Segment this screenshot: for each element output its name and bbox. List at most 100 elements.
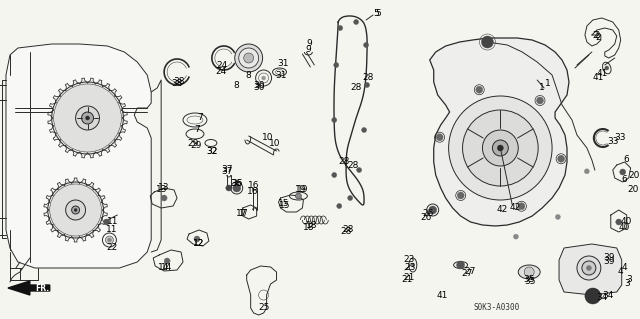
Text: 1: 1 — [540, 83, 545, 92]
Polygon shape — [559, 244, 621, 295]
Circle shape — [582, 261, 596, 275]
Text: 33: 33 — [615, 133, 627, 143]
Text: 12: 12 — [193, 239, 205, 248]
Text: 3: 3 — [624, 279, 630, 288]
Text: 10: 10 — [269, 138, 280, 147]
Circle shape — [244, 53, 253, 63]
Circle shape — [226, 185, 232, 191]
Circle shape — [338, 26, 342, 31]
Circle shape — [106, 236, 113, 244]
Circle shape — [463, 110, 538, 186]
Text: 11: 11 — [107, 218, 118, 226]
Text: 9: 9 — [305, 46, 311, 55]
Text: 26: 26 — [420, 213, 431, 222]
Text: 34: 34 — [596, 293, 607, 302]
Circle shape — [108, 238, 111, 242]
Text: 4: 4 — [621, 263, 627, 272]
Text: 21: 21 — [401, 276, 413, 285]
Text: 28: 28 — [342, 226, 354, 234]
Text: 40: 40 — [619, 224, 630, 233]
Circle shape — [332, 173, 337, 177]
Circle shape — [449, 96, 552, 200]
Text: 17: 17 — [236, 210, 248, 219]
Circle shape — [364, 42, 369, 48]
Text: 11: 11 — [106, 226, 117, 234]
Text: 21: 21 — [403, 273, 415, 283]
Circle shape — [587, 290, 599, 302]
Text: 14: 14 — [161, 263, 173, 272]
Circle shape — [497, 145, 503, 151]
Circle shape — [605, 66, 609, 70]
Circle shape — [333, 63, 339, 68]
Text: 2: 2 — [594, 32, 600, 41]
Text: FR.: FR. — [35, 284, 49, 293]
Circle shape — [362, 128, 367, 132]
Text: 20: 20 — [627, 184, 638, 194]
Text: 33: 33 — [607, 137, 618, 146]
Text: 42: 42 — [509, 204, 521, 212]
Text: 35: 35 — [524, 278, 536, 286]
Text: 32: 32 — [206, 147, 218, 157]
Circle shape — [457, 192, 464, 199]
Circle shape — [354, 19, 358, 25]
Circle shape — [429, 206, 436, 214]
Text: 24: 24 — [215, 68, 227, 77]
Circle shape — [235, 44, 262, 72]
Circle shape — [584, 169, 589, 174]
Circle shape — [365, 83, 369, 87]
Circle shape — [585, 288, 601, 304]
Text: 5: 5 — [373, 10, 379, 19]
Circle shape — [74, 209, 77, 211]
Circle shape — [332, 117, 337, 122]
Ellipse shape — [518, 265, 540, 279]
Circle shape — [557, 155, 564, 162]
Text: 26: 26 — [422, 209, 433, 218]
Text: 37: 37 — [221, 167, 232, 176]
Text: 5: 5 — [375, 9, 381, 18]
Text: 16: 16 — [247, 188, 259, 197]
Circle shape — [411, 263, 415, 267]
Text: 20: 20 — [628, 170, 639, 180]
Circle shape — [492, 140, 508, 156]
Text: 13: 13 — [158, 182, 170, 191]
Circle shape — [72, 206, 79, 214]
Text: 3: 3 — [627, 276, 632, 285]
Text: 14: 14 — [159, 263, 170, 272]
Circle shape — [518, 203, 525, 210]
Text: 19: 19 — [294, 186, 306, 195]
Text: 28: 28 — [340, 227, 352, 236]
Circle shape — [194, 236, 200, 242]
Text: 25: 25 — [258, 303, 269, 313]
Text: 31: 31 — [276, 71, 287, 80]
Circle shape — [86, 116, 90, 120]
Text: 18: 18 — [306, 221, 317, 231]
Circle shape — [164, 258, 170, 264]
Text: 9: 9 — [307, 40, 312, 48]
Text: 16: 16 — [248, 181, 259, 189]
Circle shape — [524, 267, 534, 277]
Text: 27: 27 — [462, 269, 473, 278]
Text: 10: 10 — [262, 133, 273, 143]
Text: 23: 23 — [404, 263, 415, 272]
Polygon shape — [6, 44, 151, 268]
Text: S0K3-A0300: S0K3-A0300 — [474, 302, 520, 311]
Text: 2: 2 — [592, 32, 598, 41]
Text: 12: 12 — [193, 239, 205, 248]
Text: 34: 34 — [602, 292, 613, 300]
Circle shape — [296, 193, 301, 199]
Circle shape — [348, 196, 353, 201]
Circle shape — [76, 106, 99, 130]
Text: 32: 32 — [206, 146, 218, 155]
Text: 13: 13 — [156, 186, 168, 195]
Circle shape — [66, 200, 86, 220]
Text: 22: 22 — [107, 242, 118, 251]
Text: 42: 42 — [497, 205, 508, 214]
Text: 29: 29 — [188, 138, 198, 147]
Circle shape — [54, 84, 122, 152]
Text: 30: 30 — [253, 84, 264, 93]
Circle shape — [161, 195, 167, 201]
Circle shape — [356, 167, 362, 173]
Circle shape — [456, 261, 465, 269]
Text: 28: 28 — [362, 73, 374, 83]
Text: 15: 15 — [278, 199, 289, 209]
